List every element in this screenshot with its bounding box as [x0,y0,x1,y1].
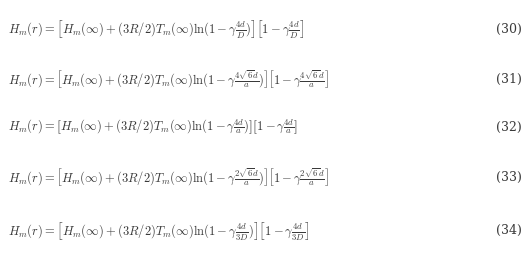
Text: (34): (34) [496,224,522,237]
Text: $H_m(r)=\left[H_m(\infty)+(3R/2)T_m(\infty)\ln(1-\gamma\frac{2\sqrt{6}d}{a})\rig: $H_m(r)=\left[H_m(\infty)+(3R/2)T_m(\inf… [8,166,329,189]
Text: $H_m(r)=\left[H_m(\infty)+(3R/2)T_m(\infty)\ln(1-\gamma\frac{4\sqrt{6}d}{a})\rig: $H_m(r)=\left[H_m(\infty)+(3R/2)T_m(\inf… [8,68,329,91]
Text: $H_m(r)=\left[H_m(\infty)+(3R/2)T_m(\infty)\ln(1-\gamma\frac{4d}{D})\right]\left: $H_m(r)=\left[H_m(\infty)+(3R/2)T_m(\inf… [8,18,304,40]
Text: (31): (31) [496,73,522,86]
Text: (32): (32) [496,121,522,134]
Text: $H_m(r)=\left[H_m(\infty)+(3R/2)T_m(\infty)\ln(1-\gamma\frac{4d}{3D})\right]\lef: $H_m(r)=\left[H_m(\infty)+(3R/2)T_m(\inf… [8,219,310,242]
Text: (30): (30) [496,23,522,36]
Text: $H_m(r)=\left[H_m(\infty)+(3R/2)T_m(\infty)\ln(1-\gamma\frac{4d}{a})\right]\left: $H_m(r)=\left[H_m(\infty)+(3R/2)T_m(\inf… [8,117,298,137]
Text: (33): (33) [496,171,522,184]
